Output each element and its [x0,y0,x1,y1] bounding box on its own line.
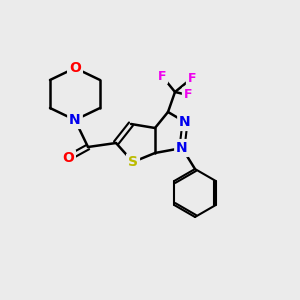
Text: O: O [62,151,74,165]
Text: O: O [69,61,81,75]
Text: F: F [184,88,192,101]
Text: S: S [128,155,138,169]
Text: N: N [69,113,81,127]
Text: F: F [158,70,166,83]
Text: N: N [176,141,188,155]
Text: F: F [188,71,196,85]
Text: N: N [179,115,191,129]
